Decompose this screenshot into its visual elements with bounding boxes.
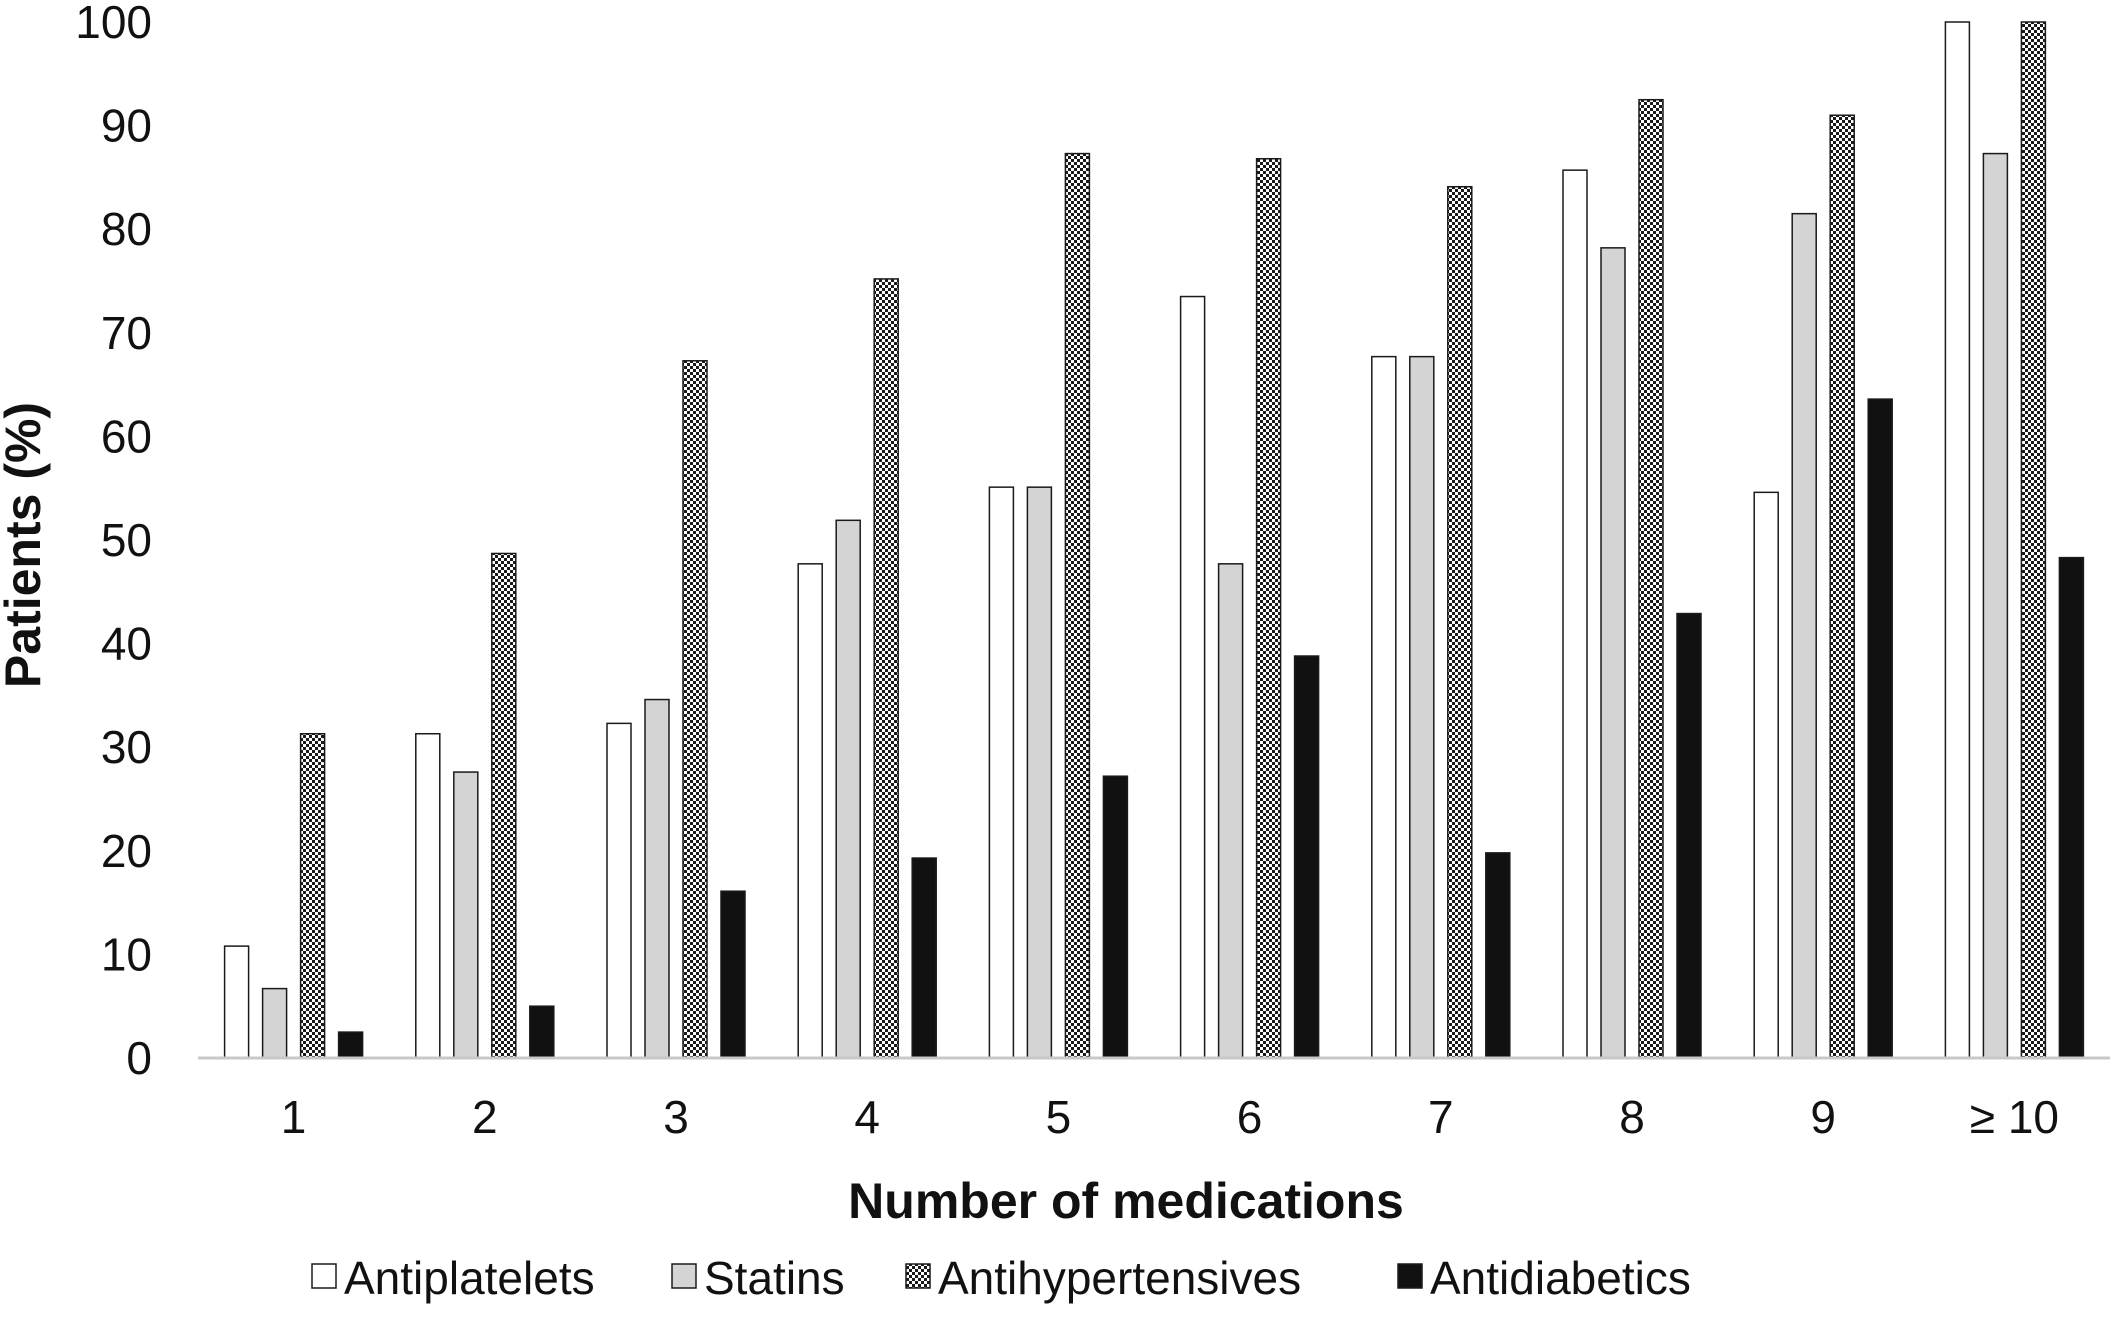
bar-statins-3 (644, 698, 670, 1059)
bar-statins-10 (1982, 152, 2009, 1059)
bar-antihypertensives-3 (682, 360, 708, 1059)
bar-antidiabetics-2 (529, 1005, 555, 1059)
bar-antiplatelets-4 (797, 563, 823, 1059)
legend-swatch-antidiabetics (1397, 1263, 1423, 1289)
bar-antidiabetics-6 (1293, 655, 1320, 1059)
y-tick-label: 70 (101, 307, 152, 359)
x-tick-label: 1 (281, 1091, 307, 1143)
bar-antiplatelets-6 (1179, 295, 1206, 1059)
bar-antiplatelets-10 (1944, 21, 1971, 1059)
x-tick-label: 8 (1619, 1091, 1645, 1143)
x-tick-label: 3 (663, 1091, 689, 1143)
bar-statins-2 (453, 771, 479, 1059)
bar-statins-5 (1026, 486, 1053, 1059)
x-tick-label: 2 (472, 1091, 498, 1143)
y-tick-label: 80 (101, 203, 152, 255)
bar-antihypertensives-9 (1829, 114, 1855, 1059)
bar-statins-8 (1600, 247, 1626, 1059)
bar-statins-4 (835, 519, 861, 1059)
bar-antiplatelets-8 (1562, 169, 1588, 1059)
legend-label-antiplatelets: Antiplatelets (344, 1252, 595, 1304)
legend-swatch-antiplatelets (311, 1263, 337, 1289)
x-axis-title: Number of medications (848, 1173, 1404, 1229)
legend-label-antihypertensives: Antihypertensives (938, 1252, 1301, 1304)
bar-antidiabetics-1 (337, 1031, 364, 1059)
legend-label-antidiabetics: Antidiabetics (1430, 1252, 1691, 1304)
y-tick-label: 10 (101, 928, 152, 980)
legend-swatch-antihypertensives (905, 1263, 931, 1289)
bar-antihypertensives-1 (299, 732, 326, 1059)
bar-antiplatelets-5 (988, 486, 1015, 1059)
y-axis-title: Patients (%) (0, 402, 51, 688)
legend: Antiplatelets Statins Antihypertensives Ant… (311, 1252, 1691, 1304)
bar-antihypertensives-5 (1064, 152, 1091, 1059)
bar-antidiabetics-5 (1102, 775, 1129, 1059)
legend-label-statins: Statins (704, 1252, 845, 1304)
bar-statins-9 (1791, 212, 1817, 1059)
y-tick-label: 90 (101, 100, 152, 152)
bar-antiplatelets-9 (1753, 491, 1779, 1059)
bar-statins-6 (1217, 563, 1244, 1059)
bar-antiplatelets-2 (415, 732, 441, 1059)
bar-antiplatelets-3 (606, 722, 632, 1059)
bar-antihypertensives-8 (1638, 98, 1664, 1059)
bar-antiplatelets-7 (1371, 355, 1397, 1059)
y-tick-label: 0 (126, 1032, 152, 1084)
bar-antidiabetics-7 (1485, 852, 1511, 1059)
bar-antidiabetics-3 (720, 890, 746, 1059)
bar-antidiabetics-10 (2058, 556, 2085, 1059)
y-tick-label: 30 (101, 721, 152, 773)
bar-antiplatelets-1 (223, 945, 250, 1059)
bar-antihypertensives-2 (491, 552, 517, 1059)
bar-antihypertensives-7 (1447, 185, 1473, 1059)
x-tick-label: 4 (854, 1091, 880, 1143)
bar-antihypertensives-10 (2020, 21, 2047, 1059)
y-tick-label: 100 (75, 0, 152, 48)
bar-antidiabetics-8 (1676, 612, 1702, 1059)
y-tick-label: 50 (101, 514, 152, 566)
bar-statins-7 (1409, 355, 1435, 1059)
legend-swatch-statins (671, 1263, 697, 1289)
y-tick-label: 20 (101, 825, 152, 877)
y-tick-label: 60 (101, 410, 152, 462)
bar-statins-1 (261, 987, 288, 1059)
x-tick-label: 7 (1428, 1091, 1454, 1143)
bar-antidiabetics-4 (911, 857, 937, 1059)
bar-series-group (223, 21, 2085, 1059)
x-tick-label: 6 (1237, 1091, 1263, 1143)
bar-antihypertensives-4 (873, 278, 899, 1059)
x-axis-ticks: 1 2 3 4 5 6 7 8 9 ≥ 10 (281, 1091, 2059, 1143)
x-tick-label: 9 (1810, 1091, 1836, 1143)
bar-antihypertensives-6 (1255, 158, 1282, 1059)
y-axis-ticks: 0 10 20 30 40 50 60 70 80 90 100 (75, 0, 152, 1084)
x-tick-label: 5 (1046, 1091, 1072, 1143)
y-tick-label: 40 (101, 618, 152, 670)
bar-antidiabetics-9 (1867, 398, 1893, 1059)
x-tick-label: ≥ 10 (1970, 1091, 2059, 1143)
